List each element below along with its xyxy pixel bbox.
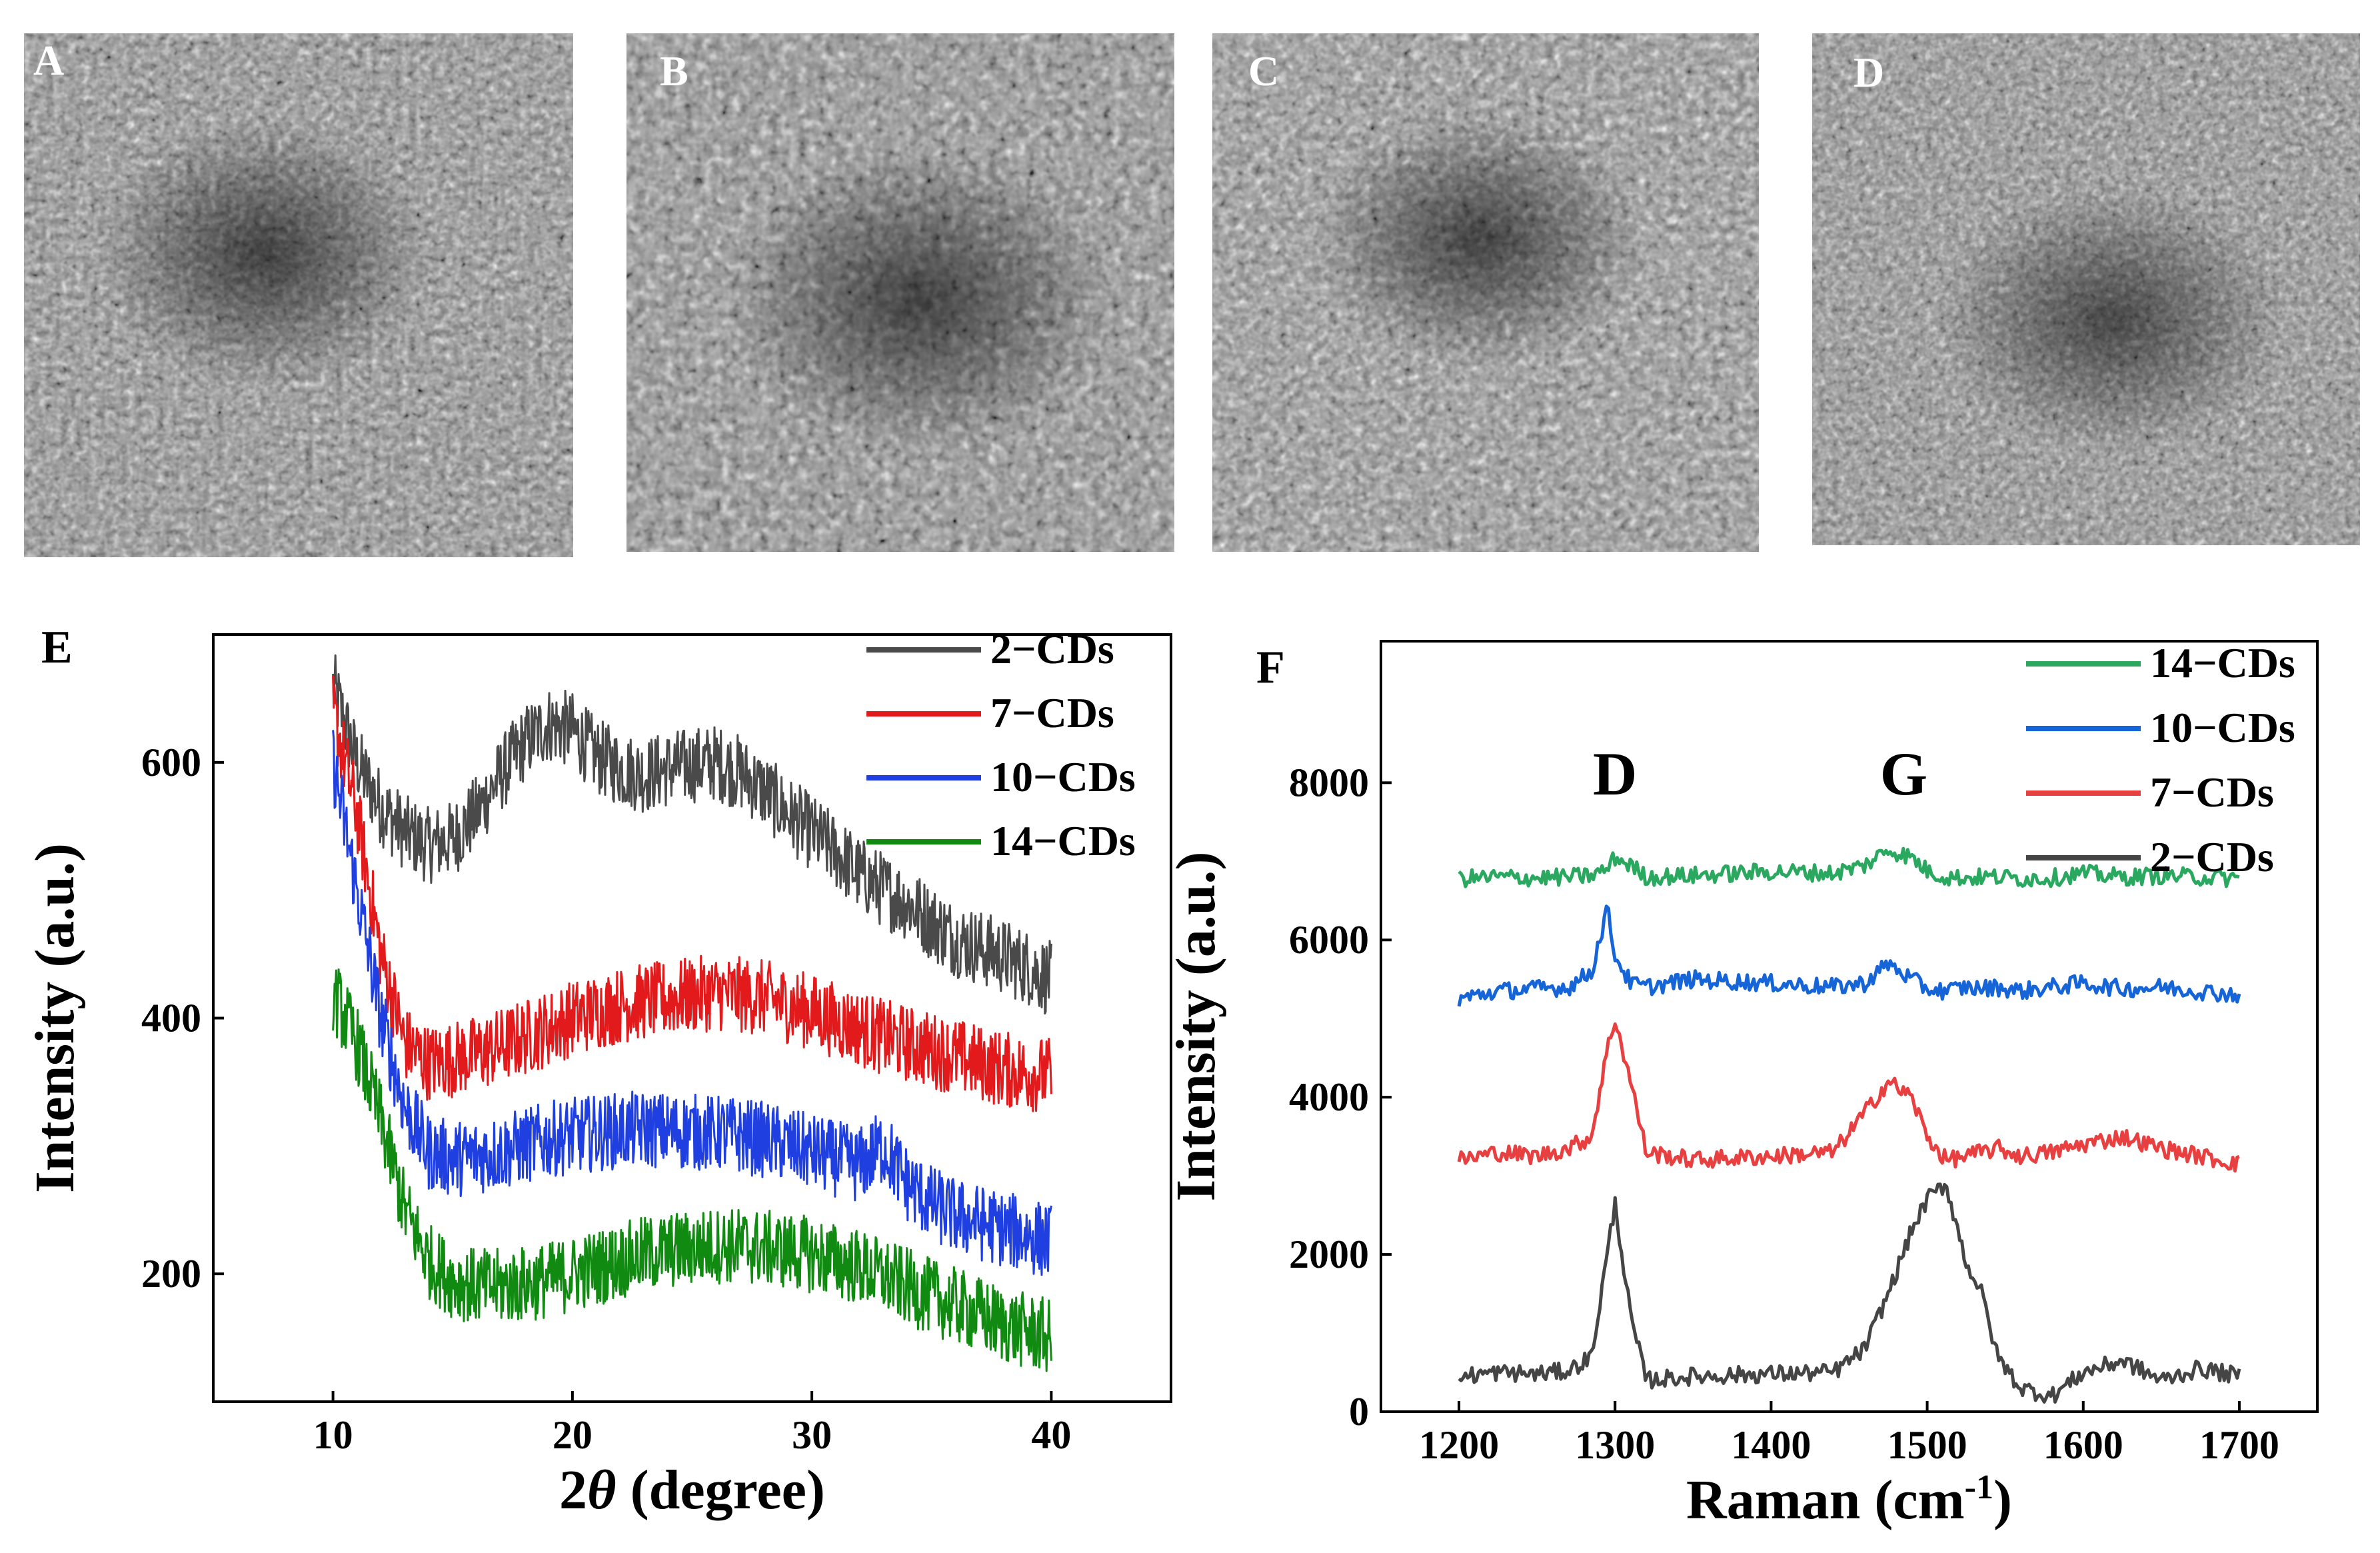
tem-image-a: A xyxy=(24,33,573,557)
tem-image-d: D xyxy=(1812,33,2360,545)
legend-label: 7−CDs xyxy=(990,689,1114,737)
x-tick-label: 40 xyxy=(1031,1413,1071,1457)
panel-label-d: D xyxy=(1853,49,1885,96)
legend-label: 14−CDs xyxy=(2150,639,2295,687)
x-axis-label: Raman (cm-1) xyxy=(1686,1468,2012,1531)
chart-f: F 1200 1300 1400 1500 1600 1700 0 2000 4000 6000 80… xyxy=(1165,639,2319,1531)
x-axis-label: 2θ (degree) xyxy=(559,1459,825,1521)
x-tick-label: 1400 xyxy=(1731,1423,1811,1467)
x-tick-label: 1500 xyxy=(1887,1423,1967,1467)
panel-label-f: F xyxy=(1256,642,1285,693)
peak-label-d: D xyxy=(1593,740,1637,808)
tem-micrograph-d xyxy=(1812,33,2360,545)
x-tick-label: 1300 xyxy=(1575,1423,1655,1467)
y-tick-label: 400 xyxy=(141,996,201,1040)
panel-label-c: C xyxy=(1248,47,1280,95)
x-tick-label: 1600 xyxy=(2043,1423,2123,1467)
plot-frame xyxy=(1380,640,2319,1413)
y-axis-label: Intensity (a.u.) xyxy=(1165,851,1227,1201)
legend-label: 7−CDs xyxy=(2150,769,2274,816)
y-axis-label: Intensity (a.u.) xyxy=(24,843,86,1193)
series-line-14cds xyxy=(1458,846,2240,888)
series-line-7cds xyxy=(332,676,1052,1112)
series-line-7cds xyxy=(1457,1022,2240,1173)
y-tick-label: 6000 xyxy=(1289,918,1369,962)
x-tick-label: 1700 xyxy=(2199,1423,2279,1467)
series-line-2cds xyxy=(1458,1182,2241,1404)
x-tick-label: 10 xyxy=(313,1413,353,1457)
y-tick-label: 0 xyxy=(1349,1390,1369,1434)
legend-label: 10−CDs xyxy=(990,753,1136,800)
x-tick-label: 30 xyxy=(792,1413,832,1457)
panel-label-e: E xyxy=(41,622,73,673)
legend-label: 2−CDs xyxy=(990,625,1114,673)
tem-image-c: C xyxy=(1212,33,1759,552)
panel-label-a: A xyxy=(33,37,65,84)
y-tick-label: 4000 xyxy=(1289,1075,1369,1119)
tem-image-b: B xyxy=(626,33,1174,552)
series-line-14cds xyxy=(332,968,1052,1372)
legend-label: 14−CDs xyxy=(990,817,1136,864)
legend-label: 10−CDs xyxy=(2150,704,2295,751)
series-line-2cds xyxy=(332,654,1052,1015)
y-tick-label: 8000 xyxy=(1289,761,1369,804)
x-tick-label: 1200 xyxy=(1419,1423,1499,1467)
legend-label: 2−CDs xyxy=(2150,833,2274,880)
chart-e: E 10 20 30 40 200 400 600 2θ (degree) Intensity (… xyxy=(24,622,1172,1521)
x-tick-label: 20 xyxy=(553,1413,593,1457)
y-tick-label: 600 xyxy=(141,741,201,784)
tem-micrograph-a xyxy=(24,33,573,557)
peak-label-g: G xyxy=(1880,740,1928,808)
tem-micrograph-b xyxy=(626,33,1174,552)
tem-micrograph-c xyxy=(1212,33,1759,552)
series-line-10cds xyxy=(1457,904,2241,1007)
y-tick-label: 200 xyxy=(141,1252,201,1296)
y-tick-label: 2000 xyxy=(1289,1232,1369,1276)
series-line-10cds xyxy=(332,730,1052,1276)
panel-label-b: B xyxy=(660,47,688,95)
